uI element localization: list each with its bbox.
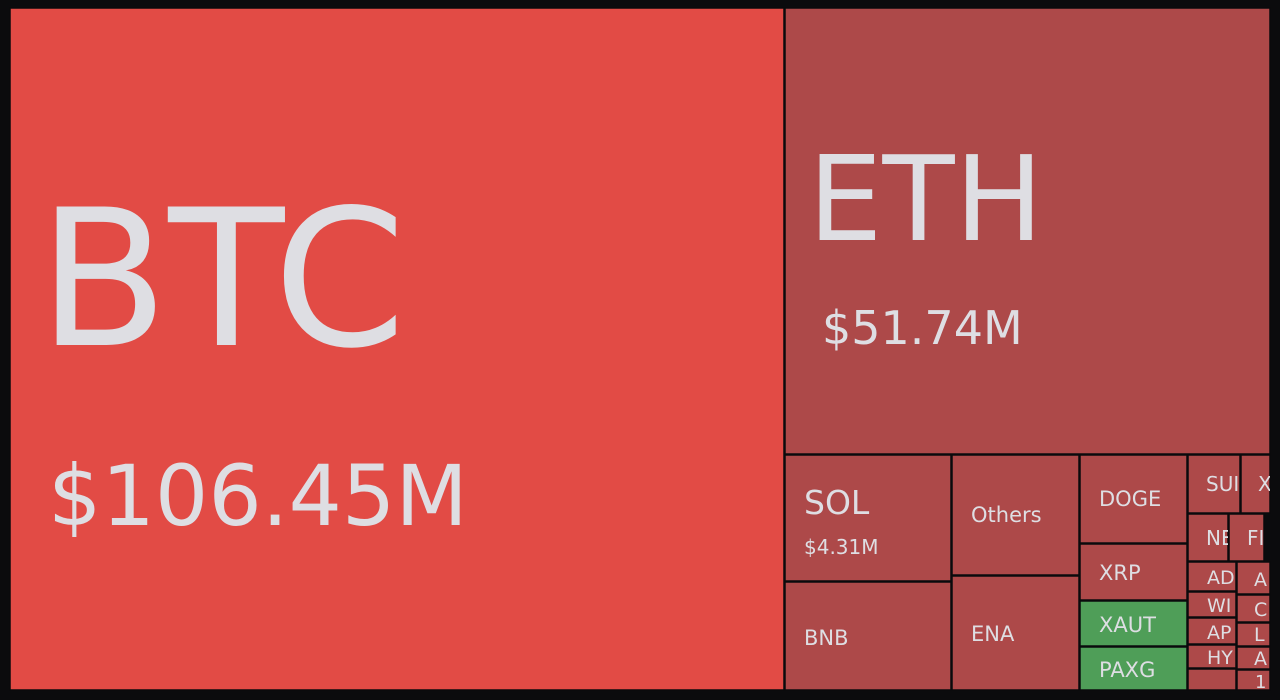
tile-rect-ad[interactable]: [1187, 561, 1237, 592]
tile-symbol-l-20: L: [1254, 624, 1265, 646]
tile-symbol-x: X: [1258, 472, 1272, 496]
tile-eth[interactable]: ETH $51.74M: [784, 7, 1271, 455]
tile-rect-ne[interactable]: [1187, 513, 1229, 562]
tile-value-sol: $4.31M: [804, 535, 879, 559]
tile-bnb[interactable]: BNB: [784, 581, 952, 691]
tile-rect-others[interactable]: [951, 454, 1080, 576]
tile-symbol-sui: SUI: [1206, 472, 1239, 496]
tile-wi-15[interactable]: WI: [1187, 591, 1237, 618]
tile-l-20[interactable]: L: [1236, 622, 1271, 647]
tile-symbol-xrp: XRP: [1099, 561, 1141, 585]
tile-rect-eth[interactable]: [784, 7, 1271, 455]
tile-rect-bnb[interactable]: [784, 581, 952, 691]
tile-rect-ap-16[interactable]: [1187, 617, 1237, 645]
tile-value-eth: $51.74M: [822, 301, 1023, 355]
tile-symbol-ap-16: AP: [1207, 622, 1231, 644]
tile-x[interactable]: X: [1240, 454, 1272, 514]
tile-ena[interactable]: ENA: [951, 575, 1080, 691]
tile-symbol-others: Others: [971, 503, 1042, 527]
tile-value-btc: $106.45M: [48, 447, 468, 545]
tile-symbol-paxg: PAXG: [1099, 658, 1155, 682]
tile-symbol-eth: ETH: [808, 130, 1043, 268]
tile-a-18[interactable]: A: [1236, 561, 1271, 595]
tile-symbol-wi-15: WI: [1207, 595, 1231, 617]
tile-xaut[interactable]: XAUT: [1079, 600, 1188, 647]
tile-rect-doge[interactable]: [1079, 454, 1188, 544]
tile-symbol-doge: DOGE: [1099, 487, 1161, 511]
tile-rect-btc[interactable]: [9, 7, 785, 691]
tile-symbol-sol: SOL: [804, 483, 870, 522]
tile-rect-a-18[interactable]: [1236, 561, 1271, 595]
tile-symbol-ne: NE: [1206, 526, 1234, 550]
tile-ap-16[interactable]: AP: [1187, 617, 1237, 645]
tile-rect-hy-17[interactable]: [1187, 644, 1237, 669]
tile-a-21[interactable]: A: [1236, 646, 1271, 670]
tile-doge[interactable]: DOGE: [1079, 454, 1188, 544]
tile-ad[interactable]: AD: [1187, 561, 1237, 592]
tile-symbol-a-18: A: [1254, 569, 1267, 591]
tile-rect-ena[interactable]: [951, 575, 1080, 691]
tile-c-19[interactable]: C: [1236, 594, 1271, 623]
tile-rect-sui[interactable]: [1187, 454, 1241, 514]
tile-rect-misc-23[interactable]: [1187, 668, 1237, 691]
tile-rect-l-20[interactable]: [1236, 622, 1271, 647]
tile-rect-xaut[interactable]: [1079, 600, 1188, 647]
tile-symbol-fi: FI: [1247, 526, 1264, 550]
tile-symbol-btc: BTC: [38, 169, 406, 390]
tile-rect-c-19[interactable]: [1236, 594, 1271, 623]
tile-symbol-hy-17: HY: [1207, 647, 1233, 669]
tile-symbol-c-19: C: [1254, 599, 1267, 621]
tile-rect-1-22[interactable]: [1236, 669, 1271, 691]
tile-1-22[interactable]: 1: [1236, 669, 1271, 693]
tile-symbol-1-22: 1: [1255, 672, 1266, 693]
tile-btc[interactable]: BTC $106.45M: [9, 7, 785, 691]
tile-paxg[interactable]: PAXG: [1079, 646, 1188, 691]
tile-misc-23[interactable]: [1187, 668, 1237, 691]
tile-rect-wi-15[interactable]: [1187, 591, 1237, 618]
tile-symbol-bnb: BNB: [804, 626, 849, 650]
tile-rect-paxg[interactable]: [1079, 646, 1188, 691]
tile-sol[interactable]: SOL $4.31M: [784, 454, 952, 582]
tile-rect-fi[interactable]: [1228, 513, 1265, 562]
tile-rect-a-21[interactable]: [1236, 646, 1271, 670]
tile-ne[interactable]: NE: [1187, 513, 1234, 562]
tile-symbol-a-21: A: [1254, 648, 1267, 670]
tile-fi[interactable]: FI: [1228, 513, 1265, 562]
tile-xrp[interactable]: XRP: [1079, 543, 1188, 601]
tile-rect-x[interactable]: [1240, 454, 1271, 514]
tile-others[interactable]: Others: [951, 454, 1080, 576]
tile-sui[interactable]: SUI: [1187, 454, 1241, 514]
tile-rect-sol[interactable]: [784, 454, 952, 582]
tile-hy-17[interactable]: HY: [1187, 644, 1237, 669]
tile-symbol-ena: ENA: [971, 622, 1015, 646]
tile-symbol-xaut: XAUT: [1099, 613, 1156, 637]
tile-symbol-ad: AD: [1207, 567, 1235, 589]
tile-rect-xrp[interactable]: [1079, 543, 1188, 601]
